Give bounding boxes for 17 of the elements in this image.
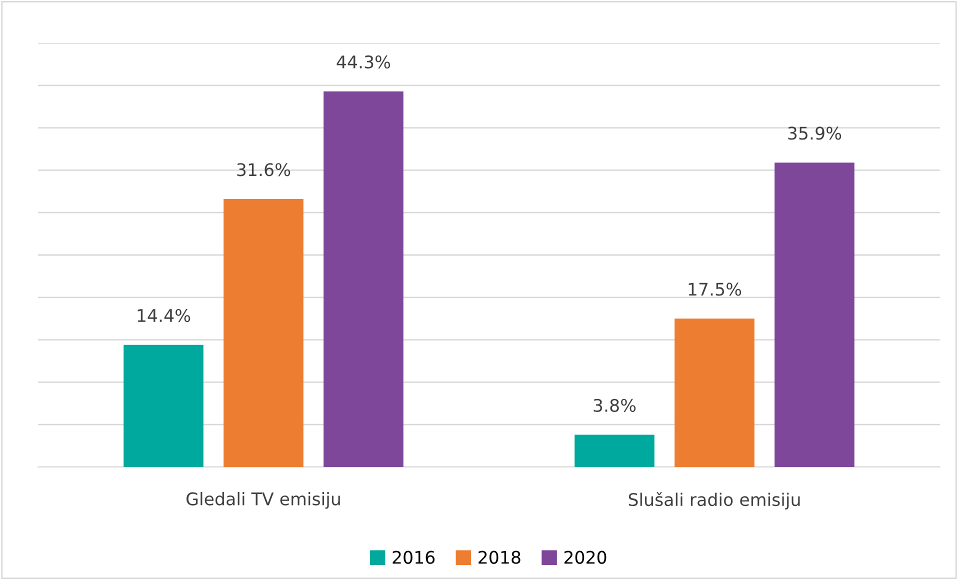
data-label: 17.5% [688, 282, 742, 296]
bar [674, 318, 754, 467]
bar [774, 162, 854, 467]
bar [324, 91, 404, 467]
data-label: 35.9% [788, 126, 842, 140]
data-label: 31.6% [237, 163, 290, 176]
data-label: 44.3% [336, 55, 390, 69]
data-label: 3.8% [594, 398, 636, 412]
x-tick-label: Gledali TV emisiju [186, 492, 340, 509]
bar [224, 199, 304, 467]
data-label: 14.4% [138, 308, 190, 322]
bar [124, 344, 204, 467]
legend-label: 2016 [392, 550, 435, 564]
legend-label: 2018 [478, 550, 520, 564]
legend-label: 2020 [564, 550, 606, 564]
x-tick-label: Slušali radio emisiju [628, 492, 800, 510]
bar [574, 434, 654, 467]
